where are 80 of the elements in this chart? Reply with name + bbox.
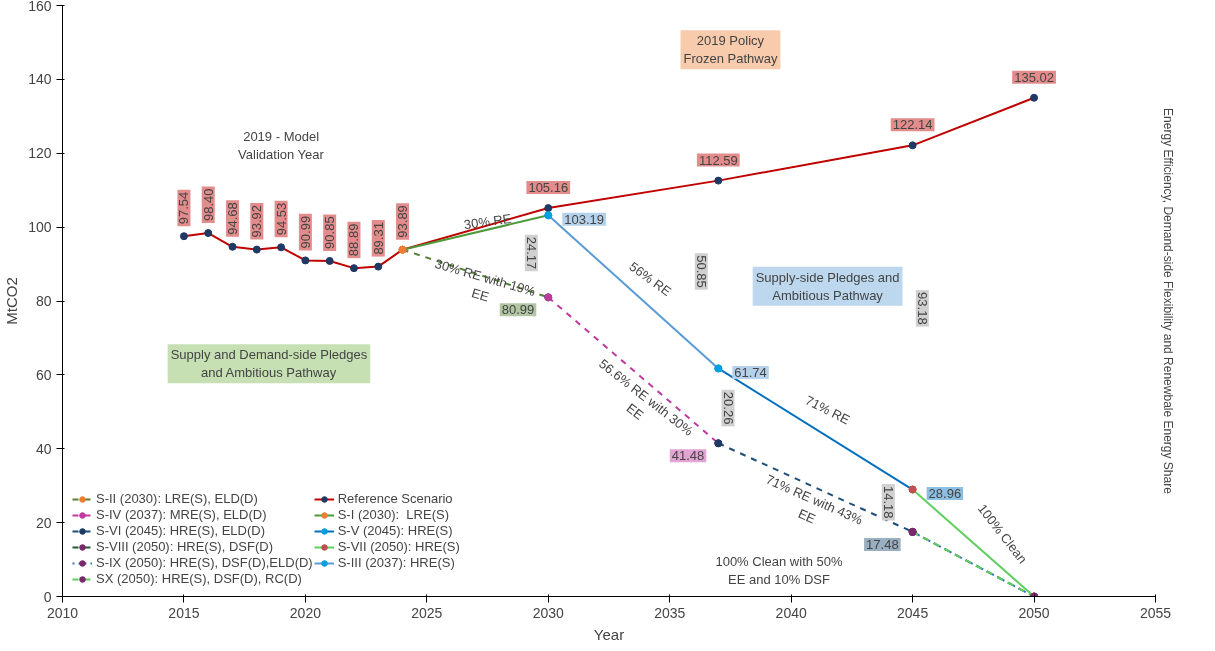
data-label: 98.40 <box>200 188 216 222</box>
legend-label: S-VIII (2050): HRE(S), DSF(D) <box>96 539 273 554</box>
annotation: 71% RE <box>802 392 853 428</box>
data-label: 93.89 <box>395 205 411 238</box>
x-tick-label: 2030 <box>532 604 565 621</box>
annotation: 50.85 <box>693 255 709 288</box>
legend-label: S-IX (2050): HRE(S), DSF(D),ELD(D) <box>96 555 313 570</box>
y-tick-label: 60 <box>35 366 52 383</box>
point <box>277 243 286 252</box>
annotation: 56% RE <box>626 258 675 300</box>
data-label: 93.92 <box>249 205 265 238</box>
data-label: 122.14 <box>892 117 933 133</box>
legend-label: S-I (2030): LRE(S) <box>337 507 449 522</box>
point <box>714 176 723 185</box>
annotation: Supply-side Pledges and Ambitious Pathway <box>755 269 900 303</box>
annotation: 71% RE with 43% EE <box>763 471 866 528</box>
legend-label: Reference Scenario <box>337 491 453 506</box>
x-tick-label: 2035 <box>654 604 686 621</box>
point <box>374 262 383 271</box>
data-label: 89.31 <box>370 222 386 255</box>
annotation: 20.26 <box>720 391 736 425</box>
data-label: 103.19 <box>564 211 605 227</box>
x-tick-label: 2025 <box>411 604 443 621</box>
data-label: 135.02 <box>1014 69 1054 85</box>
point <box>204 229 213 238</box>
x-tick-label: 2020 <box>289 604 322 621</box>
point <box>908 141 917 150</box>
legend-label: S-V (2045): HRE(S) <box>337 523 453 538</box>
data-label: 105.16 <box>528 180 569 196</box>
y-tick-label: 20 <box>35 514 52 531</box>
data-label: 90.85 <box>322 216 338 249</box>
x-tick-label: 2045 <box>897 604 929 621</box>
data-label: 94.68 <box>225 202 241 235</box>
annotation: Supply and Demand-side Pledges and Ambitious Pathway <box>170 347 368 381</box>
x-tick-label: 2050 <box>1018 604 1050 621</box>
y2-axis-title: Energy Efficiency, Demand-side Flexibility and Renewbale Energy Share <box>1160 108 1175 495</box>
x-tick-label: 2040 <box>775 604 807 621</box>
y-tick-label: 140 <box>28 71 52 88</box>
annotation: 24.17 <box>523 236 539 270</box>
legend-label: S-IV (2037): MRE(S), ELD(D) <box>96 507 267 522</box>
data-label: 90.99 <box>297 215 313 249</box>
annotation: 14.18 <box>880 486 896 519</box>
y-axis-title: MtCO2 <box>3 277 21 325</box>
y-tick-label: 100 <box>28 219 52 236</box>
data-label: 28.96 <box>928 486 962 502</box>
y-tick-label: 40 <box>35 440 52 457</box>
point <box>544 204 553 213</box>
annotation: 2019 - Model Validation Year <box>238 129 325 163</box>
annotation: 30% RE <box>462 210 513 233</box>
annotation: 100% Clean with 50% EE and 10% DSF <box>715 554 844 588</box>
point <box>252 245 261 254</box>
point <box>349 264 358 273</box>
data-label: 80.99 <box>501 302 535 318</box>
x-tick-label: 2055 <box>1139 604 1172 621</box>
point <box>301 256 310 265</box>
data-label: 17.48 <box>866 536 899 552</box>
point <box>1030 93 1039 102</box>
data-label: 97.54 <box>176 191 192 225</box>
data-label: 61.74 <box>734 364 767 380</box>
legend-label: S-II (2030): LRE(S), ELD(D) <box>96 491 258 506</box>
data-label: 41.48 <box>671 448 705 464</box>
y-tick-label: 160 <box>28 0 52 14</box>
x-tick-label: 2015 <box>168 604 200 621</box>
point <box>325 256 334 265</box>
legend-label: S-VI (2045): HRE(S), ELD(D) <box>96 523 266 538</box>
legend-label: S-III (2037): HRE(S) <box>337 555 455 570</box>
legend-label: SX (2050): HRE(S), DSF(D), RC(D) <box>96 571 302 586</box>
data-label: 88.89 <box>346 223 362 257</box>
point <box>228 242 237 251</box>
legend-label: S-VII (2050): HRE(S) <box>337 539 460 554</box>
point <box>179 232 188 241</box>
data-label: 94.53 <box>273 202 289 236</box>
data-label: 112.59 <box>698 152 738 168</box>
x-tick-label: 2010 <box>46 604 79 621</box>
x-axis-title: Year <box>593 625 625 643</box>
y-tick-label: 80 <box>35 293 52 309</box>
annotation: 93.18 <box>914 292 930 325</box>
y-tick-label: 0 <box>43 588 52 605</box>
y-tick-label: 120 <box>28 145 52 162</box>
annotation: 2019 Policy Frozen Pathway <box>683 33 778 67</box>
